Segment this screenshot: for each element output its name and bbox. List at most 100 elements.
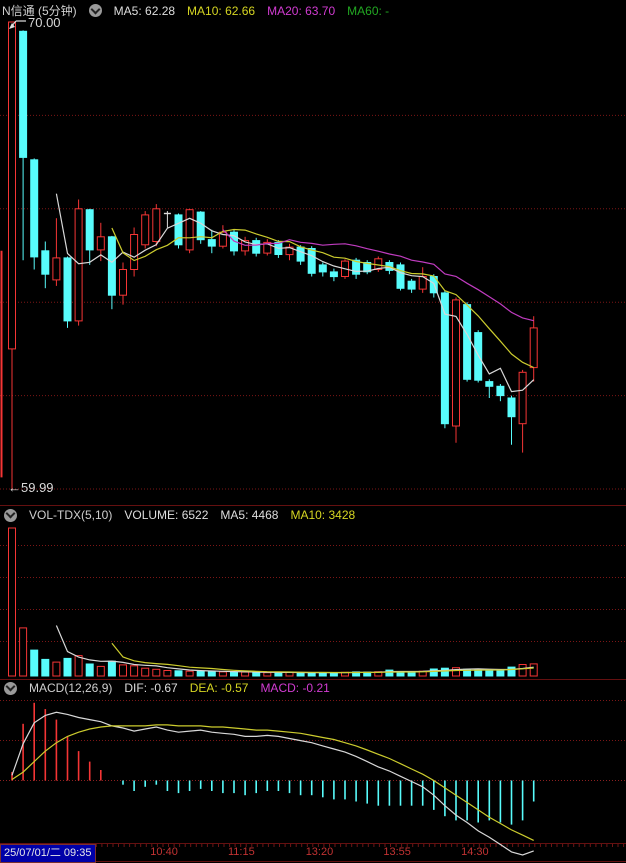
time-tick-label: 13:55: [383, 846, 411, 858]
up-candle: [185, 209, 194, 251]
down-candle: [85, 209, 94, 251]
down-candle: [474, 332, 483, 381]
volume-bar-up: [518, 664, 527, 677]
volume-bar-up: [8, 527, 16, 677]
chevron-down-circle-icon[interactable]: [4, 508, 17, 522]
time-tick-label: 11:15: [228, 846, 255, 858]
volume-bar-up: [452, 667, 460, 677]
volume-bar-up: [185, 670, 194, 677]
up-candle: [263, 241, 272, 254]
dif-line: [11, 711, 534, 856]
up-candle: [218, 231, 227, 247]
volume-bar-down: [429, 668, 438, 677]
volume-ma5-line: [55, 625, 534, 674]
down-candle: [207, 239, 216, 247]
volume-bar-up: [74, 655, 83, 677]
vol-ma10-value: MA10: 3428: [290, 508, 356, 522]
volume-bar-down: [252, 672, 261, 677]
up-candle: [52, 257, 61, 281]
down-candle: [41, 250, 50, 275]
volume-bar-down: [307, 672, 316, 677]
up-candle: [518, 371, 527, 425]
volume-bar-down: [474, 669, 483, 677]
ma10-value: MA10: 62.66: [187, 3, 256, 18]
current-time-label: 25/07/01/二 09:35: [0, 844, 97, 863]
down-candle: [318, 264, 327, 273]
down-candle: [19, 30, 28, 158]
dea-line: [11, 724, 534, 841]
volume-ma10-line: [111, 642, 534, 674]
up-candle: [529, 327, 538, 369]
down-candle: [463, 304, 472, 380]
volume-value: VOLUME: 6522: [124, 508, 209, 522]
volume-bar-up: [96, 665, 105, 677]
volume-bar-up: [119, 664, 127, 677]
volume-bar-up: [529, 663, 538, 677]
volume-bar-down: [385, 669, 394, 677]
chevron-down-circle-icon[interactable]: [4, 681, 17, 695]
up-candle: [8, 21, 16, 350]
volume-bar-down: [207, 671, 216, 677]
volume-bar-down: [85, 663, 94, 677]
volume-bar-down: [41, 658, 50, 677]
macd-chart: [11, 702, 535, 825]
down-candle: [30, 159, 39, 258]
volume-bar-down: [507, 666, 516, 677]
price-ma10-line: [111, 227, 534, 369]
down-candle: [496, 385, 505, 397]
volume-indicator-title: VOL-TDX(5,10): [29, 508, 113, 522]
down-candle: [485, 381, 494, 387]
down-candle: [363, 262, 372, 273]
volume-bar-up: [19, 627, 28, 677]
down-candle: [296, 246, 305, 262]
up-candle: [152, 208, 161, 243]
down-candle: [440, 292, 449, 425]
low-price-label: ←59.99: [8, 480, 54, 495]
vol-ma5-value: MA5: 4468: [220, 508, 279, 522]
price-ma5-line: [55, 193, 535, 393]
price-ma20-line: [222, 229, 534, 322]
volume-bar-down: [63, 657, 72, 677]
volume-bar-up: [152, 668, 161, 677]
down-candle: [329, 271, 338, 278]
price-pane-header: N信通 (5分钟) MA5: 62.28 MA10: 62.66 MA20: 6…: [2, 2, 389, 19]
dif-value: DIF: -0.67: [124, 681, 178, 695]
up-candle: [119, 269, 127, 296]
volume-bar-up: [218, 671, 227, 677]
time-tick-label: 10:40: [150, 846, 178, 858]
volume-bar-up: [241, 671, 250, 677]
down-candle: [174, 214, 183, 246]
ma5-value: MA5: 62.28: [113, 3, 176, 18]
chevron-down-circle-icon[interactable]: [88, 4, 102, 17]
up-candle: [452, 299, 460, 427]
down-candle: [352, 259, 361, 275]
volume-bar-up: [163, 670, 172, 677]
volume-pane-header: VOL-TDX(5,10) VOLUME: 6522 MA5: 4468 MA1…: [4, 508, 355, 522]
volume-bar-down: [230, 671, 238, 677]
down-candle: [396, 264, 405, 289]
dea-value: DEA: -0.57: [189, 681, 249, 695]
time-tick-label: 13:20: [305, 846, 334, 858]
volume-bar-down: [485, 670, 494, 677]
macd-pane-header: MACD(12,26,9) DIF: -0.67 DEA: -0.57 MACD…: [4, 681, 330, 695]
volume-bar-down: [296, 672, 305, 677]
volume-bar-up: [263, 672, 272, 677]
time-tick-label: 14:30: [461, 846, 489, 858]
volume-bar-down: [174, 670, 183, 677]
down-candle: [307, 248, 316, 274]
macd-value: MACD: -0.21: [260, 681, 330, 695]
volume-bar-up: [52, 661, 61, 677]
up-candle: [141, 214, 150, 246]
macd-indicator-title: MACD(12,26,9): [29, 681, 113, 695]
high-price-label: 70.00: [28, 15, 61, 30]
volume-bar-down: [496, 669, 505, 677]
volume-bar-down: [440, 667, 449, 677]
up-candle: [96, 236, 105, 251]
time-axis: 25/07/01/二 09:35 10:40 11:15 13:20 13:55 14:…: [0, 844, 626, 863]
volume-bar-down: [107, 660, 116, 677]
down-candle: [107, 236, 116, 296]
volume-bar-up: [285, 672, 294, 677]
ma60-value: MA60: -: [347, 3, 390, 18]
